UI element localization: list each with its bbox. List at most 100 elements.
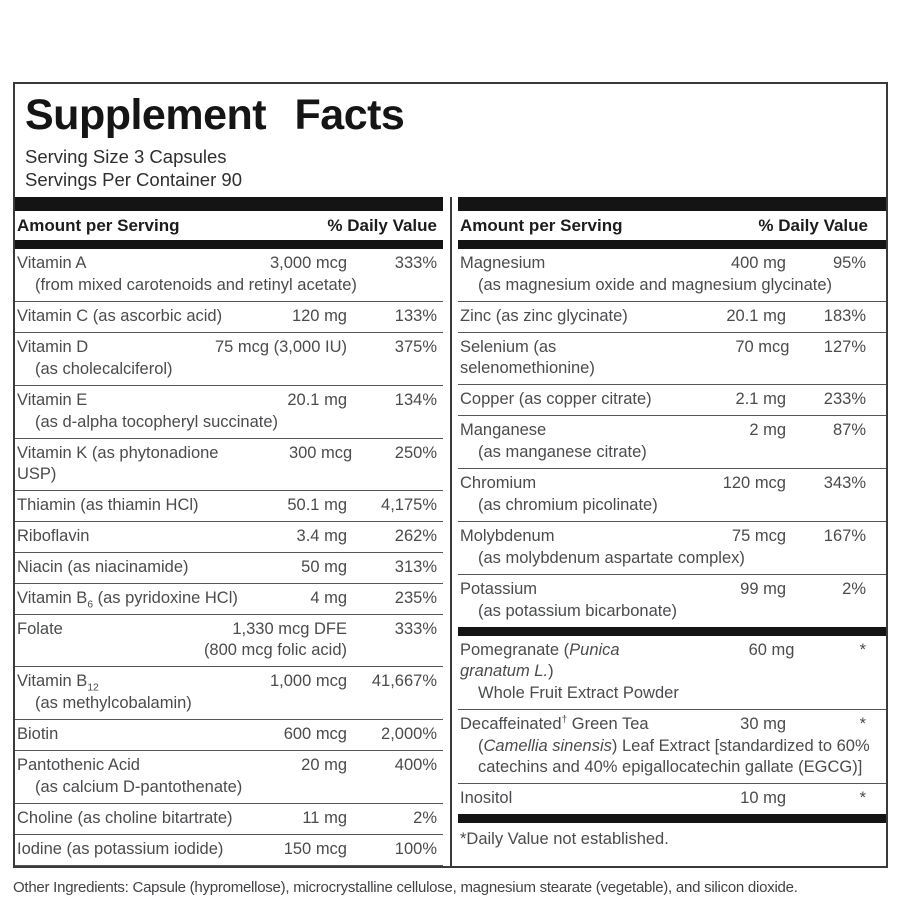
column-header-left: Amount per Serving % Daily Value <box>15 211 443 240</box>
nutrient-name: Pomegranate (Punica granatum L.) <box>460 641 620 681</box>
nutrient-daily-value: 333% <box>394 620 437 639</box>
nutrient-name: Pantothenic Acid <box>17 756 140 775</box>
nutrient-amount: 99 mg <box>740 580 786 599</box>
nutrient-row: Vitamin E 20.1 mg 134% (as d-alpha tocopher… <box>15 385 443 438</box>
nutrient-row: Pantothenic Acid 20 mg 400% (as calcium D-p… <box>15 750 443 803</box>
nutrient-line: Potassium 99 mg 2% <box>458 579 886 600</box>
serving-size: Serving Size 3 Capsules <box>25 146 227 168</box>
nutrient-name: Vitamin C (as ascorbic acid) <box>17 307 223 326</box>
nutrient-source: (as molybdenum aspartate complex) <box>478 549 745 568</box>
nutrient-row: Inositol 10 mg * <box>458 783 886 814</box>
nutrient-line: Folate 1,330 mcg DFE (800 mcg folic acid) 3… <box>15 619 443 661</box>
nutrient-name: Riboflavin <box>17 527 90 546</box>
nutrient-line: Pantothenic Acid 20 mg 400% <box>15 755 443 776</box>
nutrient-line: Iodine (as potassium iodide) 150 mcg 100% <box>15 839 443 860</box>
nutrient-daily-value: 4,175% <box>381 496 437 515</box>
nutrient-row: Vitamin B6 (as pyridoxine HCl) 4 mg 235% <box>15 583 443 614</box>
nutrient-daily-value: 167% <box>823 527 866 546</box>
nutrient-name: Vitamin B12 <box>17 672 99 694</box>
nutrient-row: Vitamin C (as ascorbic acid) 120 mg 133% <box>15 301 443 332</box>
nutrient-daily-value: 2% <box>413 809 437 828</box>
nutrient-daily-value: 333% <box>394 254 437 273</box>
nutrient-line: Pomegranate (Punica granatum L.) 60 mg * <box>458 640 886 682</box>
nutrient-name: Vitamin A <box>17 254 87 273</box>
nutrient-rows-left: Vitamin A 3,000 mcg 333% (from mixed carote… <box>15 249 443 867</box>
nutrient-row: Iodine (as potassium iodide) 150 mcg 100% <box>15 834 443 867</box>
nutrient-daily-value: 2,000% <box>381 725 437 744</box>
nutrient-name: Vitamin D <box>17 338 89 357</box>
nutrient-amount: 70 mcg <box>735 338 790 357</box>
nutrient-row: Vitamin A 3,000 mcg 333% (from mixed carote… <box>15 249 443 301</box>
nutrient-name: Decaffeinated† Green Tea <box>460 714 649 734</box>
nutrient-line: Niacin (as niacinamide) 50 mg 313% <box>15 557 443 578</box>
nutrient-row: Folate 1,330 mcg DFE (800 mcg folic acid) 3… <box>15 614 443 666</box>
nutrient-daily-value: 233% <box>823 390 866 409</box>
nutrient-source: (as magnesium oxide and magnesium glycin… <box>478 276 833 295</box>
nutrient-daily-value: 343% <box>823 474 866 493</box>
nutrient-name: Inositol <box>460 789 513 808</box>
nutrient-amount: 30 mg <box>740 715 786 734</box>
nutrient-row: Niacin (as niacinamide) 50 mg 313% <box>15 552 443 583</box>
nutrient-source: (from mixed carotenoids and retinyl acet… <box>35 276 357 295</box>
section-divider-rule <box>458 814 886 824</box>
nutrient-name: Vitamin E <box>17 391 88 410</box>
nutrient-daily-value: 313% <box>394 558 437 577</box>
nutrient-row: Zinc (as zinc glycinate) 20.1 mg 183% <box>458 301 886 332</box>
nutrient-daily-value: 2% <box>842 580 866 599</box>
nutrient-daily-value: * <box>859 641 866 660</box>
nutrient-daily-value: * <box>859 715 866 734</box>
nutrient-source: (as chromium picolinate) <box>478 496 658 515</box>
nutrient-name: Molybdenum <box>460 527 555 546</box>
nutrient-name: Iodine (as potassium iodide) <box>17 840 224 859</box>
nutrient-amount: 60 mg <box>748 641 795 660</box>
nutrient-name: Manganese <box>460 421 547 440</box>
section-divider-rule <box>458 627 886 637</box>
nutrient-source: (as calcium D-pantothenate) <box>35 778 243 797</box>
nutrient-daily-value: 127% <box>823 338 866 357</box>
daily-value-header: % Daily Value <box>327 216 437 236</box>
nutrient-row: Vitamin D 75 mcg (3,000 IU) 375% (as cholec… <box>15 332 443 385</box>
nutrient-source: (as cholecalciferol) <box>35 360 173 379</box>
nutrient-amount: 75 mcg (3,000 IU) <box>214 338 347 357</box>
nutrient-name: Vitamin B6 (as pyridoxine HCl) <box>17 589 238 611</box>
nutrient-name: Chromium <box>460 474 537 493</box>
nutrient-line: Vitamin A 3,000 mcg 333% <box>15 253 443 274</box>
nutrient-line: Vitamin D 75 mcg (3,000 IU) 375% <box>15 337 443 358</box>
nutrient-name: Selenium (as selenomethionine) <box>460 338 595 378</box>
nutrient-daily-value: 95% <box>832 254 866 273</box>
nutrient-amount: 150 mcg <box>283 840 347 859</box>
nutrient-daily-value: 375% <box>394 338 437 357</box>
supplement-facts-panel: Supplement Facts Serving Size 3 Capsules… <box>13 82 888 869</box>
nutrient-amount: 2.1 mg <box>735 390 786 409</box>
nutrient-source: (Camellia sinensis) Leaf Extract [standa… <box>478 737 870 777</box>
nutrient-row: Decaffeinated† Green Tea 30 mg * (Camellia … <box>458 709 886 783</box>
amount-per-serving-header: Amount per Serving <box>17 216 180 236</box>
daily-value-header: % Daily Value <box>758 216 868 236</box>
nutrient-rows-right: Magnesium 400 mg 95% (as magnesium oxide an… <box>458 249 886 814</box>
nutrient-daily-value: 87% <box>832 421 866 440</box>
nutrient-line: Chromium 120 mcg 343% <box>458 473 886 494</box>
amount-per-serving-header: Amount per Serving <box>460 216 623 236</box>
nutrient-name: Vitamin K (as phytonadione USP) <box>17 444 219 484</box>
nutrient-source: (as d-alpha tocopheryl succinate) <box>35 413 279 432</box>
nutrient-row: Chromium 120 mcg 343% (as chromium picolina… <box>458 468 886 521</box>
nutrient-daily-value: 250% <box>394 444 437 463</box>
nutrient-row: Manganese 2 mg 87% (as manganese citrate) <box>458 415 886 468</box>
nutrient-amount: 300 mcg <box>288 444 353 463</box>
nutrient-line: Magnesium 400 mg 95% <box>458 253 886 274</box>
nutrient-line: Biotin 600 mcg 2,000% <box>15 724 443 745</box>
nutrient-name: Zinc (as zinc glycinate) <box>460 307 628 326</box>
nutrient-amount: 400 mg <box>730 254 786 273</box>
nutrient-amount: 20.1 mg <box>726 307 786 326</box>
nutrient-row: Pomegranate (Punica granatum L.) 60 mg * Wh… <box>458 636 886 709</box>
thick-rule <box>458 197 886 212</box>
nutrient-row: Magnesium 400 mg 95% (as magnesium oxide an… <box>458 249 886 301</box>
nutrient-amount: 600 mcg <box>283 725 347 744</box>
nutrient-source: (as methylcobalamin) <box>35 694 192 713</box>
nutrient-amount: 120 mcg <box>722 474 786 493</box>
nutrient-amount: 50 mg <box>301 558 347 577</box>
nutrient-column-right: Amount per Serving % Daily Value Magnesi… <box>458 197 886 866</box>
nutrient-daily-value: 235% <box>394 589 437 608</box>
panel-header: Supplement Facts Serving Size 3 Capsules… <box>15 84 886 197</box>
nutrient-daily-value: 133% <box>394 307 437 326</box>
